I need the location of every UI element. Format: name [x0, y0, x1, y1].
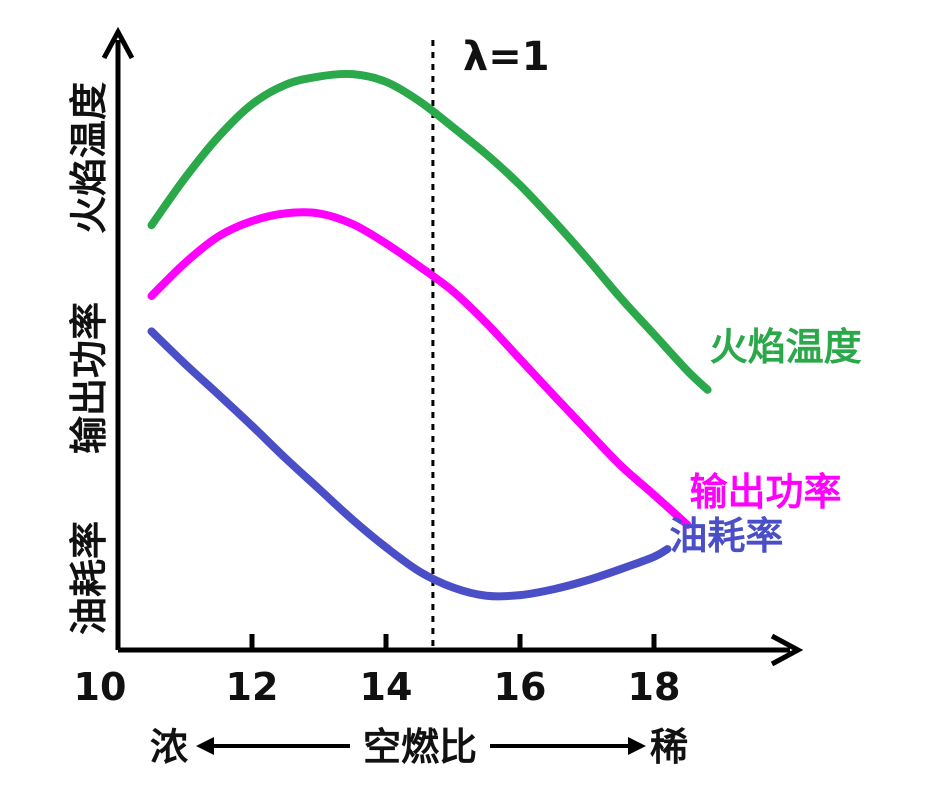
- right-arrowhead-icon: [628, 737, 646, 755]
- lean-label: 稀: [650, 725, 688, 769]
- y-label-output-power: 输出功率: [67, 302, 111, 454]
- x-tick-label: 16: [494, 665, 547, 709]
- x-ticks: 10 12 14 16 18: [74, 634, 681, 709]
- series-line-1: [147, 208, 692, 529]
- x-tick-label: 10: [74, 665, 127, 709]
- y-label-fuel-consumption: 油耗率: [67, 521, 111, 635]
- rich-label: 浓: [150, 725, 189, 769]
- x-tick-label: 18: [628, 665, 681, 709]
- x-tick-label: 12: [226, 665, 279, 709]
- air-fuel-direction: 浓 空燃比 稀: [150, 725, 688, 769]
- y-axis-label: 油耗率 输出功率 火焰温度: [67, 82, 111, 635]
- x-axis-arrow-icon: [770, 633, 804, 667]
- x-axis-title: 空燃比: [363, 725, 477, 769]
- series-line-0: [147, 69, 712, 394]
- x-tick-label: 14: [360, 665, 413, 709]
- series-label-1: 输出功率: [690, 470, 842, 514]
- y-label-flame-temperature: 火焰温度: [67, 82, 111, 234]
- y-axis-arrow-icon: [101, 26, 135, 60]
- lambda-label: λ=1: [463, 34, 550, 80]
- left-arrowhead-icon: [196, 737, 214, 755]
- series-label-0: 火焰温度: [710, 325, 862, 369]
- series-label-2: 油耗率: [669, 514, 783, 558]
- series-line-2: [147, 327, 672, 601]
